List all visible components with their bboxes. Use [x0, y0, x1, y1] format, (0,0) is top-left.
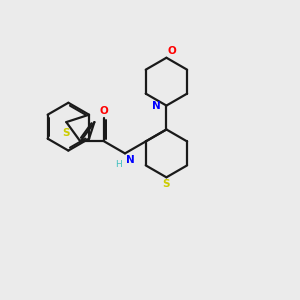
- Text: S: S: [62, 128, 70, 138]
- Text: O: O: [168, 46, 177, 56]
- Text: O: O: [100, 106, 109, 116]
- Text: S: S: [163, 179, 170, 189]
- Text: N: N: [126, 155, 135, 165]
- Text: H: H: [115, 160, 122, 169]
- Text: N: N: [152, 100, 161, 111]
